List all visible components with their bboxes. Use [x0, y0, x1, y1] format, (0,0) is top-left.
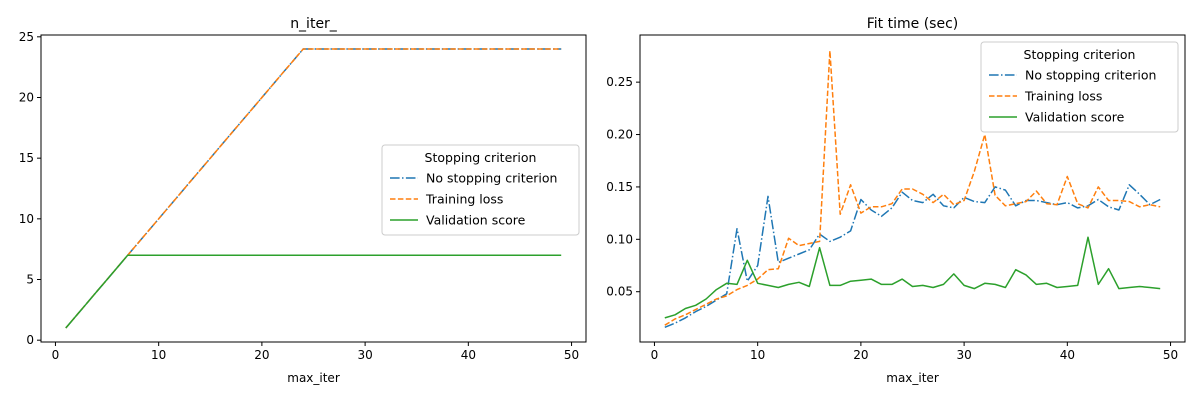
y-tick-label: 0.05 — [606, 285, 633, 299]
x-tick-label: 20 — [853, 348, 868, 362]
ticks-fit-time: 0 10 20 30 40 50 0.05 0.10 0.15 0.20 0.25 — [606, 75, 1178, 362]
y-tick-label: 0.25 — [606, 75, 633, 89]
legend-label-training-loss: Training loss — [1024, 89, 1102, 104]
x-tick-label: 30 — [357, 348, 372, 362]
x-tick-label: 30 — [956, 348, 971, 362]
y-tick-label: 0.20 — [606, 128, 633, 142]
x-tick-label: 0 — [651, 348, 659, 362]
legend-label-training-loss: Training loss — [425, 192, 503, 207]
x-tick-label: 0 — [52, 348, 60, 362]
y-tick-label: 15 — [19, 151, 34, 165]
x-axis-label-n-iter: max_iter — [287, 371, 340, 385]
legend-title: Stopping criterion — [1024, 47, 1136, 62]
chart-title-fit-time: Fit time (sec) — [867, 16, 958, 32]
series-line-validation-score — [65, 254, 562, 329]
y-tick-label: 5 — [26, 273, 34, 287]
legend-n-iter: Stopping criterion No stopping criterion… — [381, 144, 580, 236]
x-tick-label: 50 — [1163, 348, 1178, 362]
legend-label-validation-score: Validation score — [1025, 110, 1125, 125]
series-line-training-loss — [664, 49, 1161, 326]
x-tick-label: 40 — [461, 348, 476, 362]
y-tick-label: 25 — [19, 30, 34, 44]
series-line-training-loss — [65, 48, 562, 329]
x-tick-label: 10 — [750, 348, 765, 362]
legend-label-validation-score: Validation score — [426, 213, 526, 228]
y-tick-label: 10 — [19, 212, 34, 226]
x-axis-label-fit-time: max_iter — [886, 371, 939, 385]
series-line-no-stopping-criterion — [664, 184, 1161, 328]
legend-title: Stopping criterion — [425, 150, 537, 165]
y-tick-label: 0.15 — [606, 180, 633, 194]
chart-n-iter: n_iter_ max_iter 0 10 20 30 40 50 0 5 10 15 20 25 S… — [19, 16, 587, 385]
ticks-n-iter: 0 10 20 30 40 50 0 5 10 15 20 25 — [19, 30, 579, 362]
y-tick-label: 0 — [26, 333, 34, 347]
series-fit-time — [664, 49, 1161, 328]
y-tick-label: 20 — [19, 90, 34, 104]
legend-label-no-stopping: No stopping criterion — [1025, 68, 1156, 83]
series-n-iter — [65, 48, 562, 329]
x-tick-label: 50 — [564, 348, 579, 362]
chart-fit-time: Fit time (sec) max_iter 0 10 20 30 40 500.050… — [606, 16, 1186, 385]
x-tick-label: 40 — [1060, 348, 1075, 362]
x-tick-label: 10 — [151, 348, 166, 362]
legend-fit-time: Stopping criterion No stopping criterion… — [980, 41, 1179, 133]
y-tick-label: 0.10 — [606, 232, 633, 246]
legend-label-no-stopping: No stopping criterion — [426, 171, 557, 186]
legend-frame — [980, 41, 1179, 133]
chart-title-n-iter: n_iter_ — [290, 16, 338, 32]
legend-frame — [381, 144, 580, 236]
series-line-validation-score — [664, 236, 1161, 319]
x-tick-label: 20 — [254, 348, 269, 362]
